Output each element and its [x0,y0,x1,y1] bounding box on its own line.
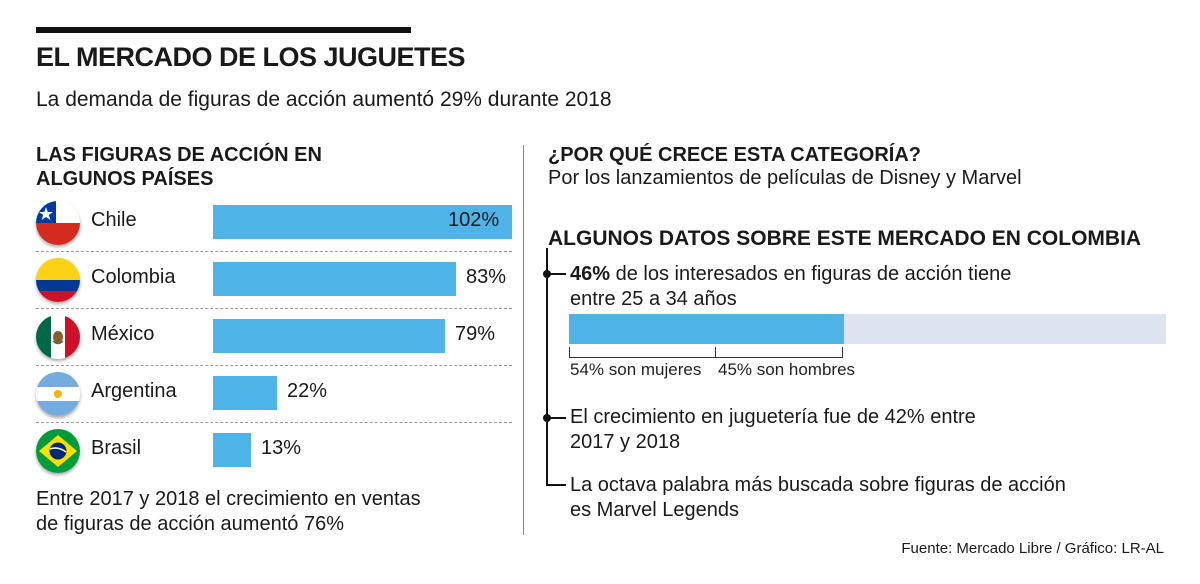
row-separator [36,365,512,366]
bar [213,262,456,296]
column-divider [523,145,524,535]
category-label: Argentina [91,380,177,402]
bar [213,205,512,239]
row-separator [36,308,512,309]
mexico-flag-icon [36,315,80,359]
bar [213,319,445,353]
fact3-line1: La octava palabra más buscada sobre figu… [570,474,1066,496]
chart-heading-line1: LAS FIGURAS DE ACCIÓN EN [36,144,322,166]
footnote-line2: de figuras de acción aumentó 76% [36,513,344,535]
fact3-line2: es Marvel Legends [570,499,739,521]
page-subtitle: La demanda de figuras de acción aumentó … [36,88,612,111]
chart-heading: LAS FIGURAS DE ACCIÓN EN ALGUNOS PAÍSES [36,143,322,191]
category-label: Chile [91,209,137,231]
women-bracket [569,347,716,358]
chart-heading-line2: ALGUNOS PAÍSES [36,168,214,190]
chart-row: Brasil 13% [36,425,512,482]
title-rule [36,27,411,33]
chart-row: México 79% [36,311,512,368]
source-credit: Fuente: Mercado Libre / Gráfico: LR-AL [901,540,1164,557]
page-title: EL MERCADO DE LOS JUGUETES [36,42,466,72]
fact1-text-rest: de los interesados en figuras de acción … [610,263,1012,285]
chart-row: Chile 102% [36,197,512,254]
brazil-flag-icon [36,429,80,473]
chile-flag-icon [36,201,80,245]
data-label: 102% [448,209,500,231]
category-label: Brasil [91,437,142,459]
men-bracket [715,347,843,358]
fact3-text: La octava palabra más buscada sobre figu… [570,473,1130,523]
why-heading: ¿POR QUÉ CRECE ESTA CATEGORÍA? [548,144,921,166]
fact2-line1: El crecimiento en juguetería fue de 42% … [570,406,976,428]
facts-connector-line [546,248,548,485]
bar [213,376,277,410]
fact2-line2: 2017 y 2018 [570,431,681,453]
men-share-label: 45% son hombres [718,360,856,379]
footnote-line1: Entre 2017 y 2018 el crecimiento en vent… [36,488,421,510]
chart-row: Argentina 22% [36,368,512,425]
bar [213,433,251,467]
argentina-flag-icon [36,372,80,416]
data-label: 22% [287,380,328,402]
age-progress-fill [569,314,844,344]
fact1-text: 46% de los interesados en figuras de acc… [570,262,1130,312]
fact2-connector [546,417,566,419]
row-separator [36,251,512,252]
fact1-line2: entre 25 a 34 años [570,288,737,310]
data-label: 83% [466,266,507,288]
category-label: México [91,323,155,345]
why-text: Por los lanzamientos de películas de Dis… [548,167,1022,189]
chart-row: Colombia 83% [36,254,512,311]
women-share-label: 54% son mujeres [570,360,702,379]
row-separator [36,422,512,423]
colombia-flag-icon [36,258,80,302]
category-label: Colombia [91,266,176,288]
data-label: 79% [455,323,496,345]
fact1-highlight: 46% [570,263,611,285]
chart-footnote: Entre 2017 y 2018 el crecimiento en vent… [36,487,496,537]
facts-heading: ALGUNOS DATOS SOBRE ESTE MERCADO EN COLO… [548,227,1142,250]
fact3-connector [546,484,566,486]
data-label: 13% [261,437,302,459]
fact2-text: El crecimiento en juguetería fue de 42% … [570,405,1130,455]
fact1-connector [546,273,566,275]
